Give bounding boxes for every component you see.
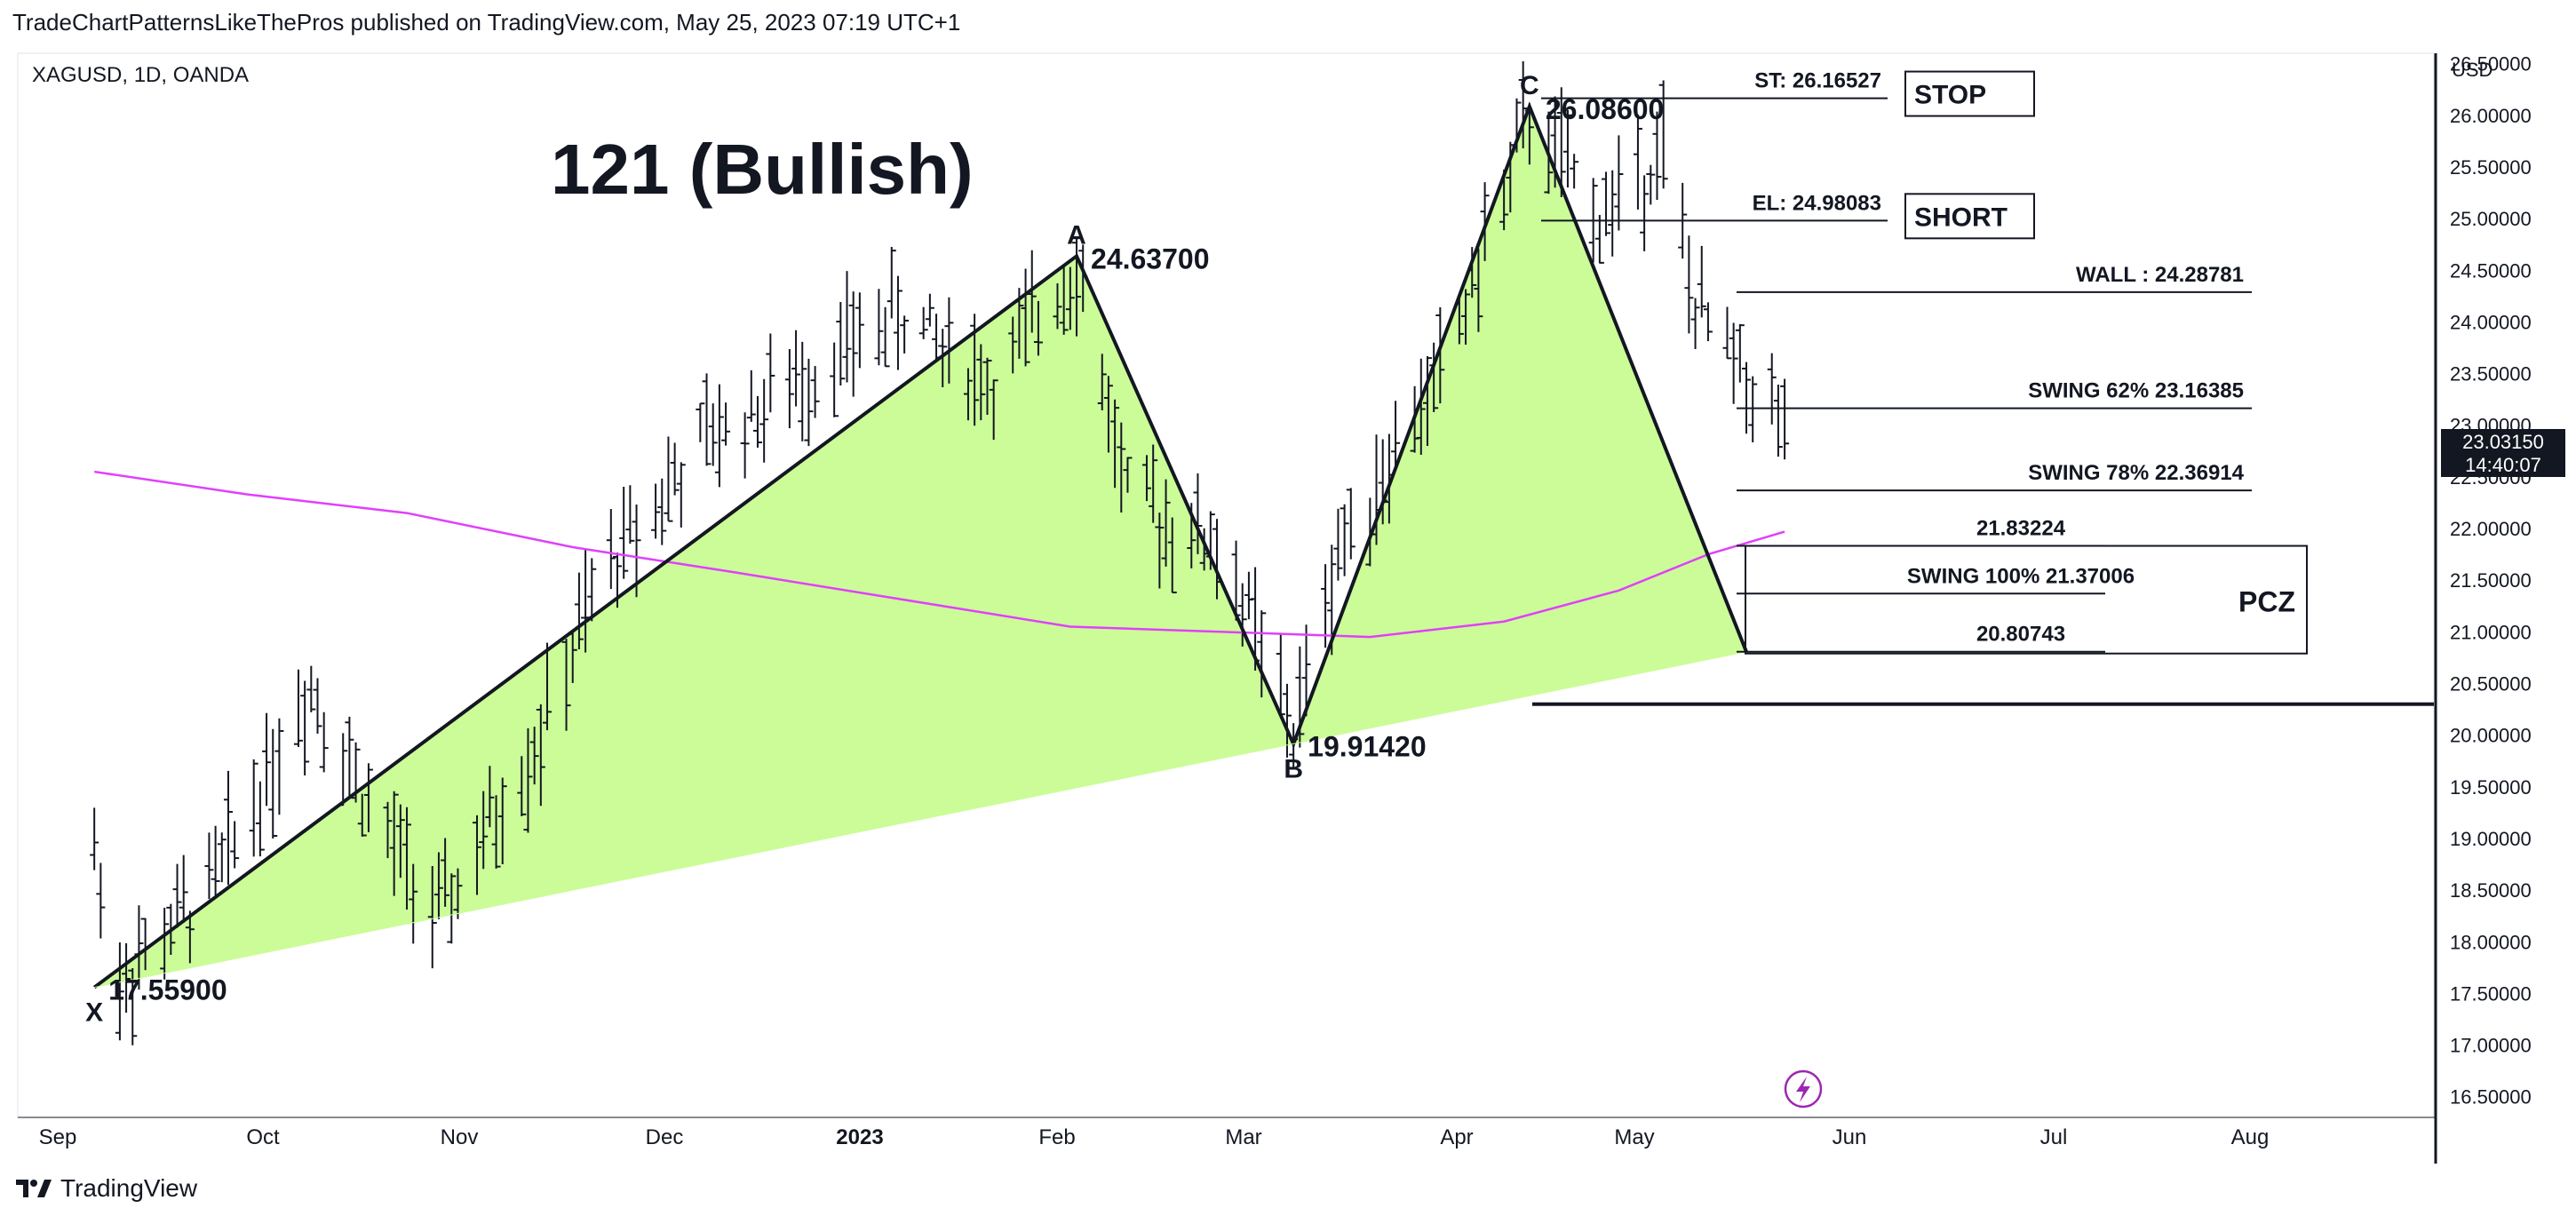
level-label: ST: 26.16527 — [1754, 69, 1881, 93]
y-tick-label: 18.50000 — [2450, 879, 2532, 902]
countdown-value: 14:40:07 — [2465, 454, 2541, 476]
level-label: SWING 100% 21.37006 — [1907, 564, 2135, 588]
brand-label: TradingView — [60, 1174, 198, 1202]
y-tick-label: 17.50000 — [2450, 982, 2532, 1005]
y-tick-label: 16.50000 — [2450, 1086, 2532, 1109]
x-tick-label: Aug — [2231, 1125, 2270, 1149]
x-tick-label: Sep — [39, 1125, 77, 1149]
level-box-label: STOP — [1914, 81, 1986, 110]
x-tick-label: Mar — [1225, 1125, 1261, 1149]
pattern-xab-fill — [94, 256, 1294, 988]
level-label: 21.83224 — [1976, 517, 2066, 541]
level-box-stop — [1904, 70, 2035, 117]
pattern-bcd-fill — [1293, 106, 1747, 744]
tradingview-brand[interactable]: TradingView — [16, 1174, 197, 1203]
chart-title: 121 (Bullish) — [551, 130, 974, 209]
ohlc-bars — [90, 61, 1790, 1045]
level-label: EL: 24.98083 — [1753, 191, 1881, 215]
x-tick-label: Nov — [441, 1125, 479, 1149]
pattern-point-b: B — [1284, 755, 1303, 784]
y-tick-label: 26.50000 — [2450, 53, 2532, 76]
y-tick-label: 21.50000 — [2450, 569, 2532, 592]
level-box-short — [1904, 193, 2035, 240]
y-tick-label: 20.00000 — [2450, 725, 2532, 747]
y-tick-label: 25.50000 — [2450, 156, 2532, 179]
moving-average-line — [93, 470, 1785, 639]
x-tick-label: Dec — [646, 1125, 684, 1149]
y-tick-label: 23.50000 — [2450, 363, 2532, 385]
y-tick-label: 24.00000 — [2450, 311, 2532, 333]
lightning-icon-bolt — [1796, 1077, 1810, 1102]
tradingview-logo-icon — [16, 1180, 52, 1197]
y-tick-label: 25.00000 — [2450, 208, 2532, 230]
y-tick-label: 22.00000 — [2450, 518, 2532, 540]
y-tick-label: 19.00000 — [2450, 828, 2532, 850]
pattern-point-c: C — [1520, 71, 1539, 100]
level-label: 20.80743 — [1976, 623, 2065, 647]
lightning-icon[interactable] — [1784, 1069, 1823, 1109]
pattern-point-x: X — [85, 998, 103, 1028]
y-tick-label: 20.50000 — [2450, 672, 2532, 695]
x-tick-label: Jul — [2040, 1125, 2068, 1149]
y-tick-label: 19.50000 — [2450, 776, 2532, 799]
pattern-point-a: A — [1067, 220, 1086, 250]
level-label: WALL : 24.28781 — [2076, 263, 2244, 287]
y-axis-currency: USD — [2452, 59, 2493, 81]
x-tick-label: Apr — [1440, 1125, 1473, 1149]
x-tick-label: Feb — [1038, 1125, 1075, 1149]
pattern-value-b: 19.91420 — [1308, 731, 1426, 763]
level-box-label: SHORT — [1914, 203, 2008, 232]
current-price-tag: 23.03150 14:40:07 — [2441, 429, 2565, 477]
pcz-box — [1745, 544, 2308, 655]
x-tick-label: Oct — [246, 1125, 280, 1149]
pcz-label: PCZ — [2238, 585, 2295, 617]
pattern-value-a: 24.63700 — [1091, 242, 1209, 274]
pattern-base-line — [94, 651, 1747, 989]
current-price-value: 23.03150 — [2462, 431, 2544, 453]
x-tick-label: 2023 — [836, 1125, 883, 1149]
symbol-label: XAGUSD, 1D, OANDA — [32, 63, 249, 87]
x-tick-label: Jun — [1833, 1125, 1867, 1149]
publish-header: TradeChartPatternsLikeThePros published … — [12, 9, 961, 36]
y-tick-label: 21.00000 — [2450, 621, 2532, 643]
x-tick-label: May — [1614, 1125, 1654, 1149]
y-tick-label: 17.00000 — [2450, 1035, 2532, 1057]
y-tick-label: 18.00000 — [2450, 931, 2532, 953]
lightning-icon-ring — [1784, 1069, 1823, 1109]
level-label: SWING 78% 22.36914 — [2028, 461, 2244, 485]
level-label: SWING 62% 23.16385 — [2028, 379, 2244, 403]
pattern-value-x: 17.55900 — [108, 974, 227, 1006]
y-tick-label: 26.00000 — [2450, 105, 2532, 127]
y-tick-label: 24.50000 — [2450, 259, 2532, 282]
